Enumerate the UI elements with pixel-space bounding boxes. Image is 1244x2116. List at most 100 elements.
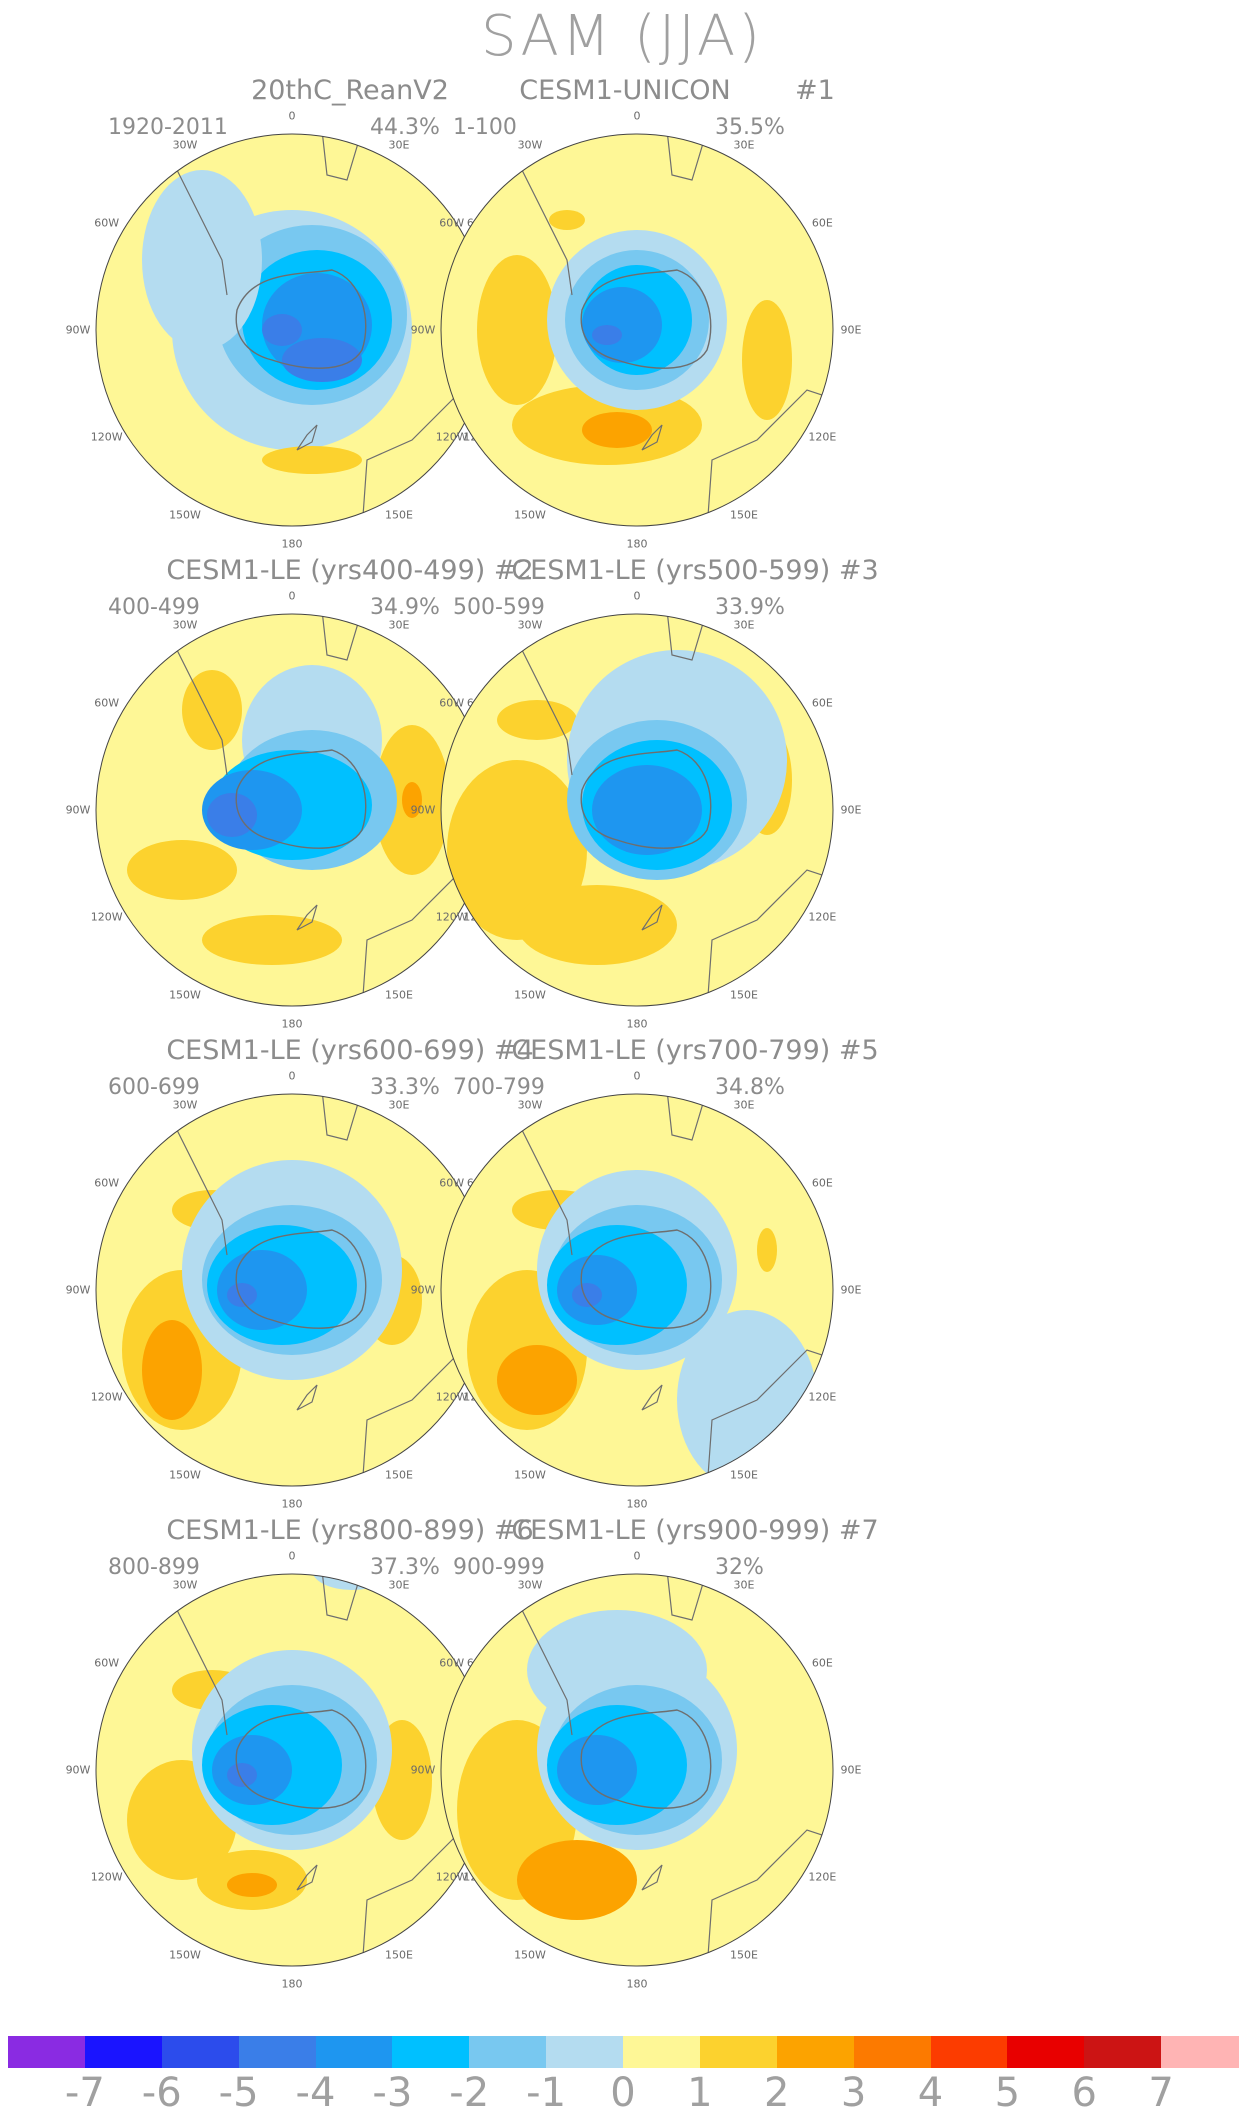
antarctica-coastline	[580, 1709, 712, 1809]
longitude-label: 90E	[840, 323, 862, 337]
panel-years: 400-499	[108, 595, 200, 620]
longitude-label: 180	[626, 1017, 648, 1031]
longitude-label: 120E	[808, 430, 837, 444]
longitude-label: 120W	[90, 1390, 123, 1404]
longitude-label: 30E	[388, 618, 410, 632]
australia-coastline	[706, 1349, 833, 1486]
colorbar-label: -4	[295, 2070, 336, 2116]
new-zealand-coastline	[296, 424, 318, 451]
new-zealand-coastline	[641, 1864, 663, 1891]
contour-region	[127, 840, 237, 900]
longitude-label: 30W	[172, 1578, 198, 1592]
colorbar-swatch	[930, 2036, 1008, 2068]
longitude-label: 60W	[439, 696, 465, 710]
panel-variance: 44.3%	[370, 115, 440, 140]
longitude-label: 150E	[730, 508, 758, 522]
africa-coastline	[666, 1094, 708, 1141]
panel-variance: 34.9%	[370, 595, 440, 620]
colorbar-label: -1	[526, 2070, 567, 2116]
longitude-label: 90W	[410, 323, 436, 337]
panel-years: 600-699	[108, 1075, 200, 1100]
main-title: SAM (JJA)	[480, 4, 764, 69]
contour-region	[497, 700, 577, 740]
longitude-label: 150E	[385, 988, 413, 1002]
longitude-label: 30E	[388, 1098, 410, 1112]
colorbar-label: -6	[141, 2070, 182, 2116]
colorbar-label: 2	[764, 2070, 790, 2116]
colorbar-swatch	[546, 2036, 624, 2068]
australia-coastline	[706, 869, 833, 1006]
colorbar-swatch	[84, 2036, 163, 2068]
longitude-label: 30W	[517, 138, 543, 152]
longitude-label: 0	[633, 109, 641, 123]
longitude-label: 90W	[410, 1763, 436, 1777]
colorbar-swatch	[776, 2036, 855, 2068]
contour-region	[517, 1840, 637, 1920]
colorbar-label: 3	[840, 2070, 867, 2116]
longitude-label: 0	[633, 589, 641, 603]
colorbar	[8, 2036, 1239, 2068]
new-zealand-coastline	[641, 424, 663, 451]
colorbar-label: 5	[994, 2070, 1021, 2116]
polar-map	[95, 613, 489, 1007]
contour-region	[592, 325, 622, 345]
colorbar-label: 7	[1148, 2070, 1174, 2116]
longitude-label: 180	[626, 1497, 648, 1511]
longitude-label: 150E	[730, 1948, 758, 1962]
map-border	[440, 1573, 834, 1967]
map-panel: CESM1-LE (yrs400-499) #2 400-499 34.9% 0 30E…	[66, 555, 630, 1031]
africa-coastline	[321, 1094, 363, 1141]
colorbar-swatch	[1084, 2036, 1162, 2068]
longitude-label: 0	[633, 1549, 641, 1563]
longitude-label: 180	[281, 1017, 303, 1031]
panel-title: CESM1-LE (yrs500-599) #3	[511, 555, 879, 586]
longitude-label: 60W	[94, 216, 120, 230]
contour-region	[757, 1228, 777, 1272]
longitude-label: 30W	[517, 618, 543, 632]
panel-years: 1920-2011	[108, 115, 228, 140]
longitude-label: 90W	[65, 323, 91, 337]
colorbar-swatch	[238, 2036, 316, 2068]
longitude-label: 60E	[811, 1656, 833, 1670]
longitude-label: 0	[288, 589, 296, 603]
panel-title: CESM1-UNICON	[519, 75, 731, 106]
longitude-label: 120E	[808, 1870, 837, 1884]
longitude-label: 150W	[169, 1948, 201, 1962]
colorbar-label: 1	[687, 2070, 713, 2116]
colorbar-swatch	[623, 2036, 701, 2068]
antarctica-coastline	[580, 269, 712, 369]
contour-region	[282, 338, 362, 382]
longitude-label: 60W	[439, 216, 465, 230]
longitude-label: 150W	[514, 1948, 546, 1962]
longitude-label: 90W	[410, 803, 436, 817]
panel-variance: 33.3%	[370, 1075, 440, 1100]
new-zealand-coastline	[296, 1864, 318, 1891]
longitude-label: 150E	[385, 508, 413, 522]
longitude-label: 0	[288, 109, 296, 123]
colorbar-label: -2	[449, 2070, 490, 2116]
australia-coastline	[706, 389, 833, 526]
longitude-label: 30E	[388, 138, 410, 152]
longitude-label: 30E	[733, 618, 755, 632]
contour-region	[557, 1735, 637, 1805]
contour-region	[549, 210, 585, 230]
panel-title: CESM1-LE (yrs400-499) #2	[166, 555, 534, 586]
colorbar-label: 4	[917, 2070, 944, 2116]
antarctica-coastline	[235, 269, 367, 369]
map-panel: CESM1-LE (yrs600-699) #4 600-699 33.3% 0 30E…	[66, 1035, 630, 1511]
contour-region	[202, 915, 342, 965]
africa-coastline	[666, 1574, 708, 1621]
longitude-label: 30E	[733, 1578, 755, 1592]
africa-coastline	[321, 1574, 363, 1621]
longitude-label: 150E	[385, 1468, 413, 1482]
panels-grid: 20thC_ReanV2 1920-2011 44.3% 0 30E 60E 90E 120E…	[65, 75, 879, 1991]
longitude-label: 90W	[410, 1283, 436, 1297]
longitude-label: 0	[288, 1069, 296, 1083]
longitude-label: 150E	[385, 1948, 413, 1962]
colorbar-swatch	[853, 2036, 931, 2068]
longitude-label: 90W	[65, 1763, 91, 1777]
polar-map	[95, 1573, 489, 1967]
longitude-label: 120W	[90, 910, 123, 924]
longitude-label: 0	[288, 1549, 296, 1563]
map-border	[440, 1093, 834, 1487]
